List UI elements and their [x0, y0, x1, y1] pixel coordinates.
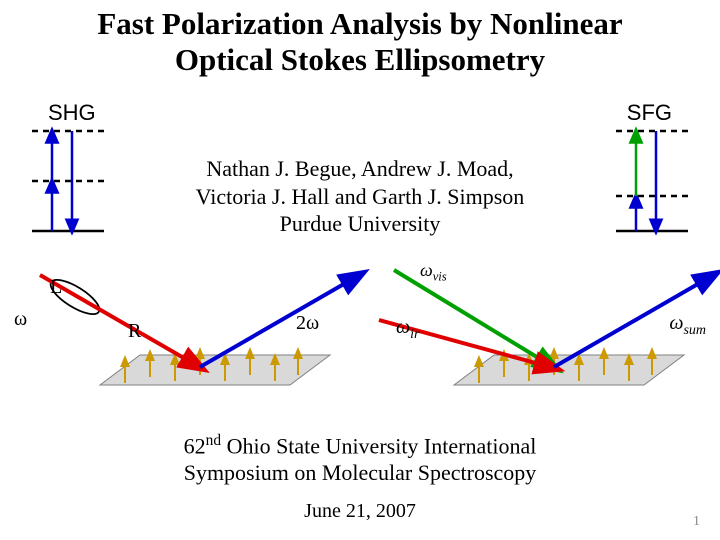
- symposium: 62nd Ohio State University International…: [60, 432, 660, 486]
- authors-line-3: Purdue University: [280, 211, 441, 236]
- authors-line-1: Nathan J. Begue, Andrew J. Moad,: [206, 156, 513, 181]
- authors-block: Nathan J. Begue, Andrew J. Moad, Victori…: [130, 155, 590, 238]
- shg-level-diagram: [28, 116, 108, 236]
- title-line-2: Optical Stokes Ellipsometry: [175, 42, 545, 77]
- omega-ir-label: ωir: [396, 316, 419, 343]
- title-line-1: Fast Polarization Analysis by Nonlinear: [97, 6, 622, 41]
- omega-vis-label: ωvis: [420, 260, 447, 285]
- omega-sum-label: ωsum: [669, 312, 706, 339]
- omega-incident-label: ω: [14, 308, 27, 331]
- slide: Fast Polarization Analysis by Nonlinear …: [0, 0, 720, 540]
- page-number: 1: [693, 514, 700, 530]
- sfg-surface-diagram: [434, 295, 694, 405]
- date: June 21, 2007: [0, 500, 720, 523]
- omega-2w-label: 2ω: [296, 312, 319, 335]
- omega-L-label: L: [50, 276, 62, 299]
- sfg-level-diagram: [612, 116, 692, 236]
- authors-line-2: Victoria J. Hall and Garth J. Simpson: [196, 184, 525, 209]
- omega-R-label: R: [128, 320, 141, 343]
- page-title: Fast Polarization Analysis by Nonlinear …: [0, 6, 720, 77]
